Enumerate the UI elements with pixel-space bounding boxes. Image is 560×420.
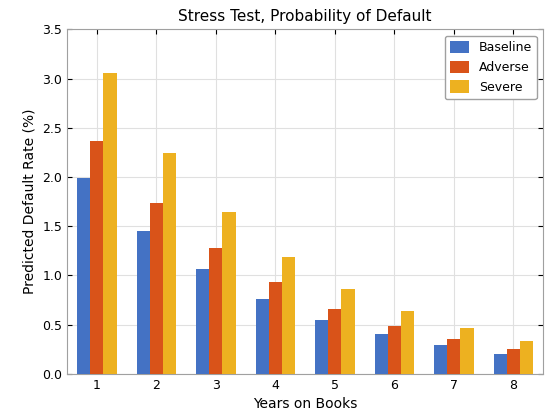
Bar [388, 326, 401, 374]
Bar [342, 289, 354, 374]
Bar [104, 73, 116, 374]
Bar [163, 153, 176, 374]
Bar [447, 339, 460, 374]
Bar [282, 257, 295, 374]
Legend: Baseline, Adverse, Severe: Baseline, Adverse, Severe [445, 36, 537, 99]
Bar [460, 328, 474, 374]
Bar [77, 178, 90, 374]
Bar [150, 202, 163, 374]
Bar [209, 248, 222, 374]
Bar [197, 270, 209, 374]
Bar [256, 299, 269, 374]
Bar [137, 231, 150, 374]
Bar [222, 213, 236, 374]
Bar [328, 309, 342, 374]
Bar [315, 320, 328, 374]
Bar [507, 349, 520, 374]
Bar [435, 345, 447, 374]
Bar [520, 341, 533, 374]
Title: Stress Test, Probability of Default: Stress Test, Probability of Default [179, 9, 432, 24]
Bar [375, 334, 388, 374]
Bar [401, 311, 414, 374]
Bar [494, 354, 507, 374]
Y-axis label: Predicted Default Rate (%): Predicted Default Rate (%) [23, 109, 37, 294]
X-axis label: Years on Books: Years on Books [253, 397, 357, 411]
Bar [269, 282, 282, 374]
Bar [90, 141, 104, 374]
